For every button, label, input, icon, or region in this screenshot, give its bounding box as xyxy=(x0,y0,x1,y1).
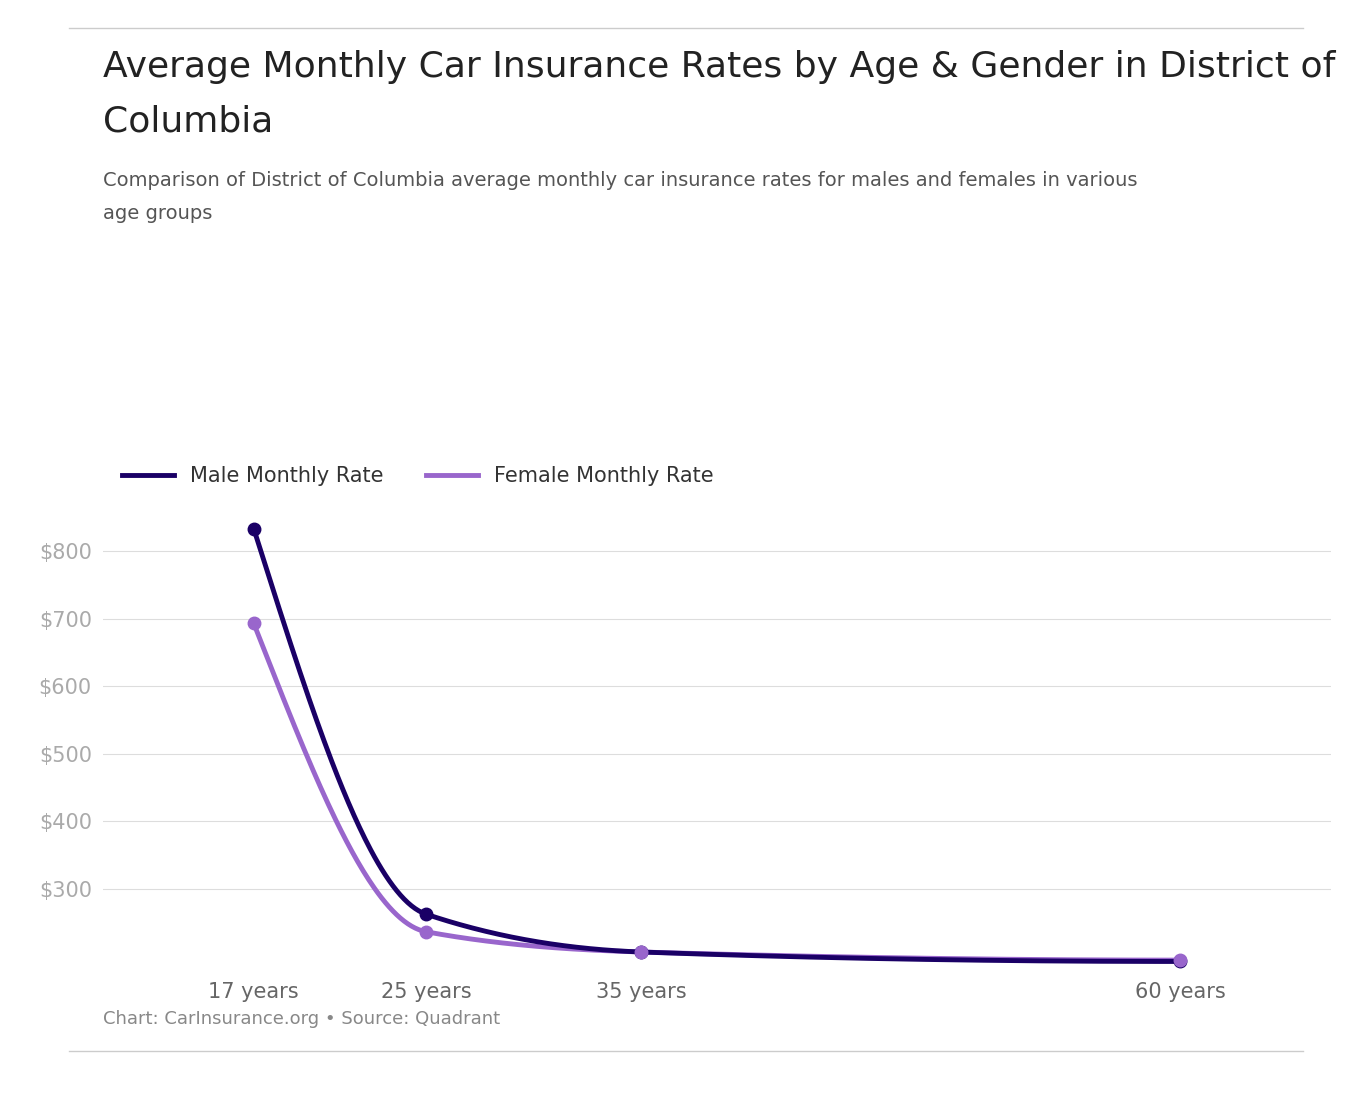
Text: age groups: age groups xyxy=(103,204,213,223)
Text: Chart: CarInsurance.org • Source: Quadrant: Chart: CarInsurance.org • Source: Quadra… xyxy=(103,1010,499,1028)
Text: Columbia: Columbia xyxy=(103,105,273,139)
Legend: Male Monthly Rate, Female Monthly Rate: Male Monthly Rate, Female Monthly Rate xyxy=(114,457,722,495)
Text: Comparison of District of Columbia average monthly car insurance rates for males: Comparison of District of Columbia avera… xyxy=(103,171,1137,190)
Text: Average Monthly Car Insurance Rates by Age & Gender in District of: Average Monthly Car Insurance Rates by A… xyxy=(103,50,1335,84)
